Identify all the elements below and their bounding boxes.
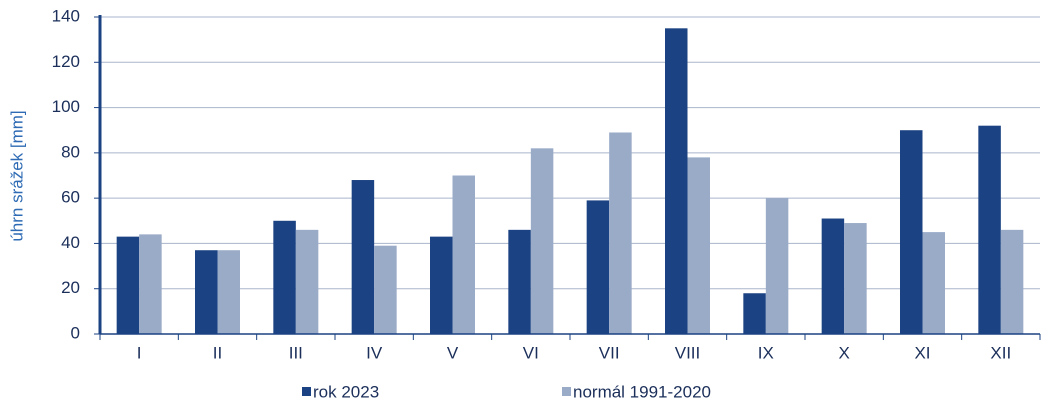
- x-tick-label: VI: [523, 343, 539, 362]
- y-tick-label: 60: [61, 188, 80, 207]
- bar: [374, 245, 397, 334]
- bar: [217, 250, 240, 334]
- y-tick-label: 20: [61, 278, 80, 297]
- bar: [139, 234, 162, 334]
- bar: [743, 293, 766, 334]
- legend-swatch: [302, 387, 311, 396]
- x-tick-label: III: [289, 343, 303, 362]
- x-tick-label: IX: [758, 343, 774, 362]
- bar: [765, 198, 789, 334]
- bar: [900, 130, 923, 334]
- x-tick-label: I: [137, 343, 142, 362]
- x-tick-label: XII: [990, 343, 1011, 362]
- bar: [452, 175, 475, 334]
- legend-label: rok 2023: [313, 382, 379, 401]
- y-tick-label: 40: [61, 233, 80, 252]
- y-tick-label: 100: [52, 97, 80, 116]
- x-tick-label: II: [213, 343, 222, 362]
- x-tick-label: IV: [366, 343, 383, 362]
- x-tick-label: XI: [914, 343, 930, 362]
- legend-label: normál 1991-2020: [573, 382, 711, 401]
- bar: [508, 229, 531, 334]
- legend-swatch: [562, 387, 571, 396]
- x-tick-label: X: [838, 343, 849, 362]
- y-tick-label: 0: [71, 323, 80, 342]
- bar: [273, 220, 296, 334]
- x-tick-label: VIII: [675, 343, 701, 362]
- bar: [530, 148, 554, 334]
- y-tick-label: 80: [61, 142, 80, 161]
- bar: [665, 28, 688, 334]
- bar: [351, 180, 375, 334]
- bar: [922, 232, 945, 334]
- bar: [295, 229, 319, 334]
- x-tick-label: V: [447, 343, 459, 362]
- bar: [844, 223, 867, 334]
- y-tick-label: 140: [52, 6, 80, 25]
- bar: [609, 132, 632, 334]
- bar: [821, 218, 845, 334]
- bar: [430, 236, 453, 334]
- bar: [978, 125, 1001, 334]
- bar: [687, 157, 710, 334]
- bar: [195, 250, 218, 334]
- y-tick-label: 120: [52, 52, 80, 71]
- y-axis-label: úhrn srážek [mm]: [7, 110, 26, 241]
- bar: [586, 200, 610, 334]
- bar: [1000, 229, 1024, 334]
- bar: [116, 236, 140, 334]
- x-tick-label: VII: [599, 343, 620, 362]
